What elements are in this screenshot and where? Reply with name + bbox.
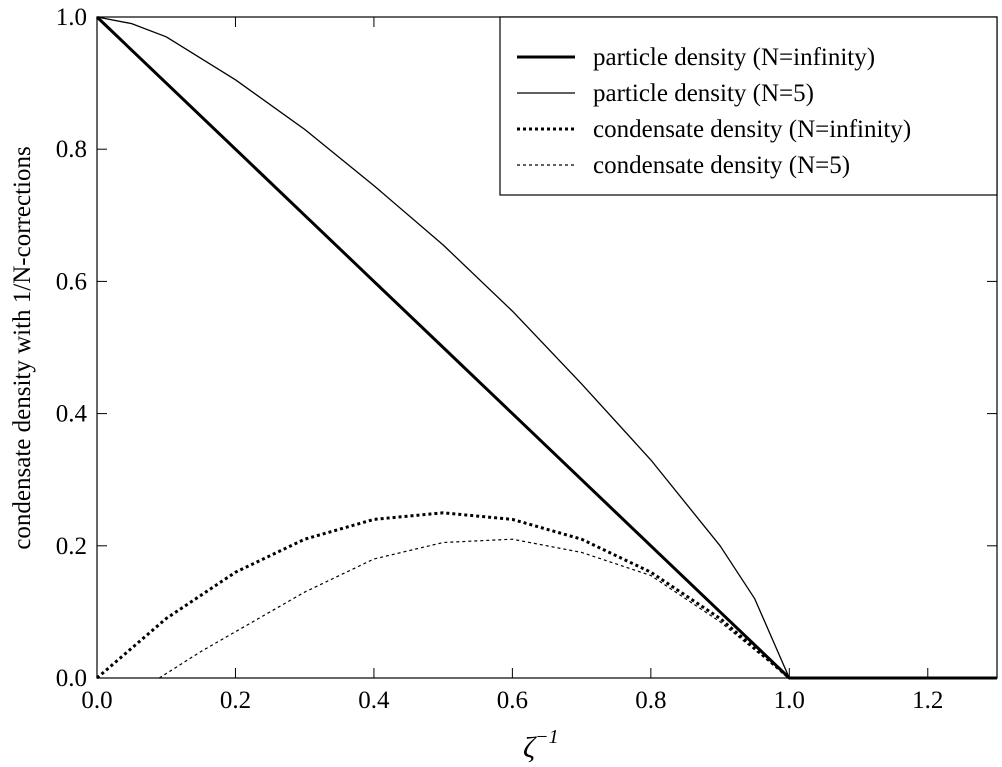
y-tick-label: 0.8 bbox=[56, 136, 87, 163]
series-line-2 bbox=[96, 16, 997, 679]
x-axis-label-superscript: −1 bbox=[535, 726, 559, 748]
legend-label-3: condensate density (N=infinity) bbox=[593, 116, 911, 143]
x-tick-label: 0.6 bbox=[497, 687, 528, 714]
y-tick-label: 0.2 bbox=[56, 533, 87, 560]
legend-label-4: condensate density (N=5) bbox=[593, 152, 850, 179]
x-tick-label: 1.2 bbox=[912, 687, 943, 714]
y-tick-label: 0.4 bbox=[56, 401, 88, 428]
y-tick-label: 0.0 bbox=[56, 665, 87, 692]
series-layer bbox=[95, 15, 997, 680]
x-tick-label: 0.2 bbox=[220, 687, 251, 714]
x-tick-label: 1.0 bbox=[774, 687, 805, 714]
x-axis-label: ζ−1 bbox=[523, 726, 559, 764]
legend-box bbox=[499, 16, 998, 196]
y-tick-label: 0.6 bbox=[56, 268, 87, 295]
legend: particle density (N=infinity) particle de… bbox=[499, 16, 998, 196]
y-tick-label: 1.0 bbox=[56, 4, 87, 31]
y-axis-label: condensate density with 1/N-corrections bbox=[9, 146, 36, 549]
series-line-3 bbox=[96, 511, 997, 680]
x-tick-label: 0.8 bbox=[635, 687, 666, 714]
legend-label-2: particle density (N=5) bbox=[593, 80, 814, 107]
ticks-layer: 0.0 0.2 0.4 0.6 0.8 1.0 1.2 0.0 0.2 0.4 0.6 0.8 1.0 bbox=[56, 4, 997, 714]
series-line-4 bbox=[158, 538, 790, 679]
x-tick-label: 0.0 bbox=[81, 687, 112, 714]
legend-label-1: particle density (N=infinity) bbox=[593, 44, 875, 71]
x-tick-label: 0.4 bbox=[358, 687, 390, 714]
